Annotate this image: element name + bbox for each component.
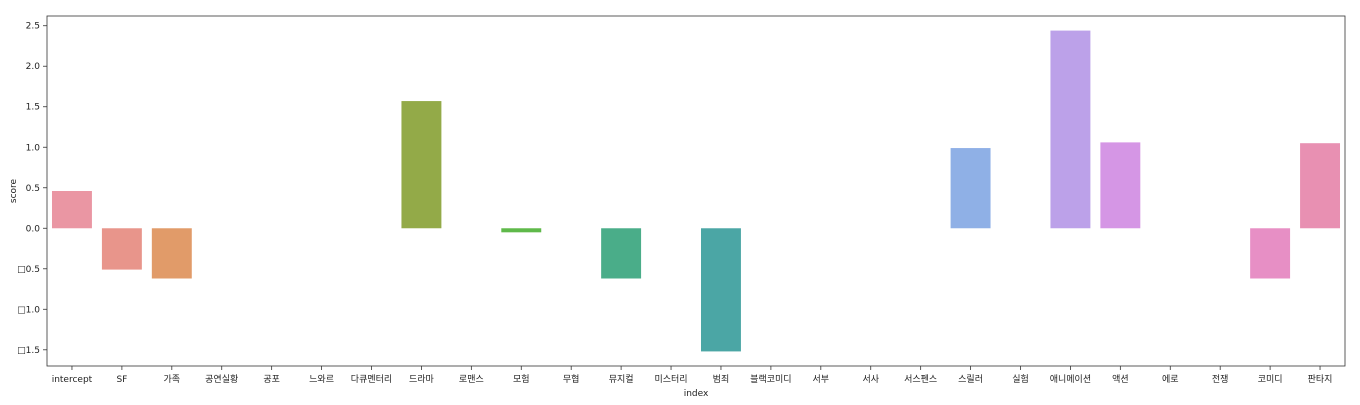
- x-tick-label: 모험: [513, 374, 530, 385]
- x-tick-label: 애니메이션: [1050, 374, 1091, 385]
- x-axis: intercept SF 가족 공연실황 공포 느와르 다큐멘터리 드라마 로맨스 모험 무협 뮤지컬…: [52, 366, 1333, 385]
- y-tick-label: □0.5: [17, 265, 40, 275]
- bar-13: [700, 228, 741, 352]
- x-tick-label: 스릴러: [958, 374, 983, 385]
- x-tick-label: 미스터리: [654, 374, 687, 385]
- y-tick-label: □1.0: [17, 305, 40, 315]
- bar-1: [101, 228, 142, 270]
- x-tick-label: 서부: [813, 374, 830, 385]
- bar-18: [950, 148, 991, 229]
- x-tick-label: intercept: [52, 375, 93, 385]
- y-axis-label: score: [9, 178, 19, 203]
- x-tick-label: 드라마: [409, 374, 435, 385]
- x-tick-label: 무협: [563, 373, 580, 385]
- bar-25: [1300, 143, 1341, 229]
- y-axis: 2.5 2.0 1.5 1.0 0.5 0.0 □0.5 □1.0 □1.5: [17, 22, 47, 356]
- y-tick-label: 1.0: [26, 143, 41, 153]
- bar-7: [401, 101, 442, 229]
- x-tick-label: 블랙코미디: [750, 374, 791, 385]
- bar-2: [151, 228, 192, 279]
- x-tick-label: 실험: [1012, 374, 1029, 385]
- x-tick-label: 액션: [1112, 373, 1129, 385]
- x-tick-label: 뮤지컬: [609, 374, 634, 385]
- bars: [51, 30, 1341, 352]
- x-tick-label: 가족: [164, 374, 181, 385]
- y-tick-label: □1.5: [17, 346, 40, 356]
- plot-frame: [46, 15, 1346, 367]
- x-tick-label: 서스펜스: [904, 374, 937, 385]
- x-tick-label: 서사: [862, 374, 879, 385]
- y-tick-label: 1.5: [26, 103, 40, 113]
- bar-21: [1100, 142, 1141, 229]
- x-tick-label: 공연실황: [205, 374, 238, 385]
- x-tick-label: 판타지: [1308, 374, 1333, 385]
- x-tick-label: 로맨스: [459, 374, 484, 385]
- y-tick-label: 2.0: [26, 62, 41, 72]
- x-tick-label: SF: [116, 375, 127, 385]
- bar-9: [501, 228, 542, 233]
- bar-11: [601, 228, 642, 279]
- bar-20: [1050, 30, 1091, 229]
- x-tick-label: 범죄: [713, 374, 730, 385]
- x-tick-label: 느와르: [309, 373, 334, 385]
- y-tick-label: 0.5: [26, 184, 40, 194]
- x-tick-label: 에로: [1162, 374, 1179, 385]
- y-tick-label: 0.0: [26, 224, 41, 234]
- x-tick-label: 전쟁: [1212, 374, 1229, 385]
- bar-0: [51, 191, 92, 229]
- x-tick-label: 다큐멘터리: [351, 374, 392, 385]
- x-axis-label: index: [684, 389, 709, 399]
- y-tick-label: 2.5: [26, 22, 40, 32]
- x-tick-label: 공포: [263, 374, 280, 385]
- x-tick-label: 코미디: [1258, 374, 1283, 385]
- bar-24: [1250, 228, 1291, 279]
